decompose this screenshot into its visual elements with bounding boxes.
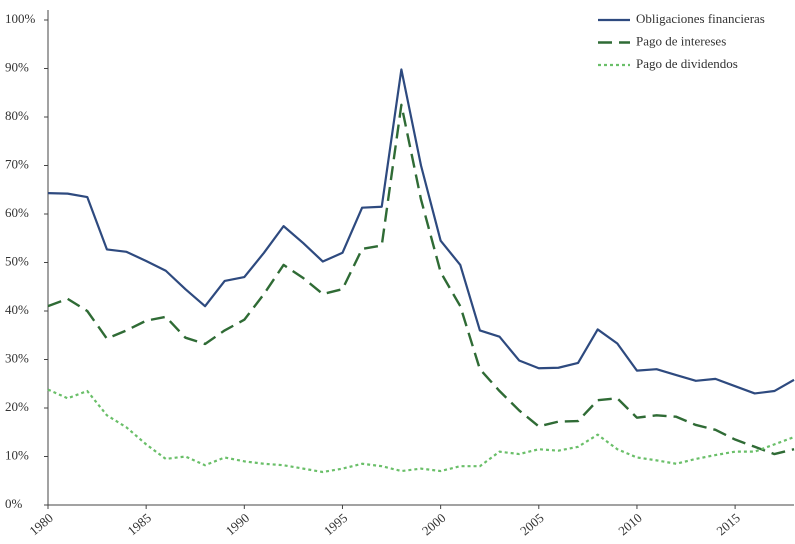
y-tick-label: 50% — [5, 253, 29, 268]
y-tick-label: 20% — [5, 399, 29, 414]
series-line — [47, 388, 795, 474]
y-tick-label: 80% — [5, 108, 29, 123]
x-tick-label: 1995 — [321, 510, 351, 538]
series-line — [47, 68, 795, 395]
legend-label: Pago de intereses — [636, 33, 726, 48]
x-tick-label: 2000 — [419, 510, 449, 538]
x-tick-label: 2015 — [713, 510, 743, 538]
x-tick-label: 1980 — [26, 510, 56, 538]
y-tick-label: 100% — [5, 11, 36, 26]
y-tick-label: 0% — [5, 496, 23, 511]
y-tick-label: 70% — [5, 156, 29, 171]
x-tick-label: 1985 — [124, 510, 154, 538]
y-tick-label: 30% — [5, 350, 29, 365]
x-tick-label: 2005 — [517, 510, 547, 538]
x-tick-label: 2010 — [615, 510, 645, 538]
y-tick-label: 60% — [5, 205, 29, 220]
y-tick-label: 40% — [5, 302, 29, 317]
legend-label: Pago de dividendos — [636, 56, 738, 71]
x-tick-label: 1990 — [223, 510, 253, 538]
y-tick-label: 10% — [5, 447, 29, 462]
series-line — [47, 103, 795, 456]
y-tick-label: 90% — [5, 59, 29, 74]
legend-label: Obligaciones financieras — [636, 11, 765, 26]
